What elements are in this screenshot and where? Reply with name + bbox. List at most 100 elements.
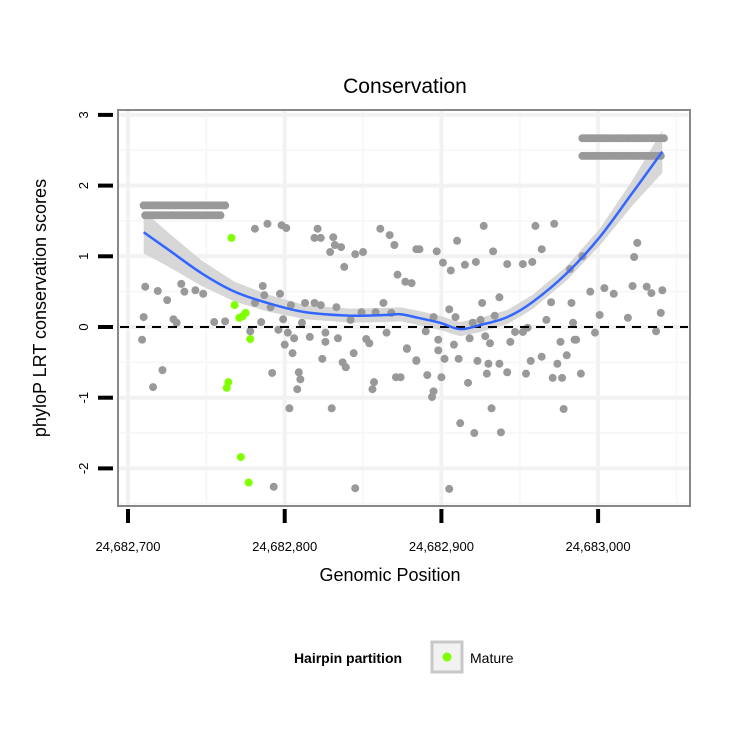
plot-border (117, 109, 691, 507)
data-point-other (329, 233, 338, 242)
data-point-other (349, 349, 358, 358)
data-point-other (275, 289, 284, 298)
data-point-other (365, 339, 374, 348)
data-point-other (250, 224, 259, 233)
data-point-other (138, 335, 147, 344)
data-point-other (401, 277, 410, 286)
data-point-other (290, 334, 299, 343)
data-point-other (318, 354, 327, 363)
data-point-other (412, 356, 421, 365)
data-point-other (559, 405, 568, 414)
data-point-other (402, 344, 411, 353)
data-point-other (451, 313, 460, 322)
data-point-other (282, 224, 291, 233)
data-point-other (623, 313, 632, 322)
data-point-other (341, 363, 350, 372)
data-point-other (407, 279, 416, 288)
data-point-other (427, 392, 436, 401)
data-point-other (390, 240, 399, 249)
data-point-other (656, 308, 665, 317)
data-point-other (379, 298, 388, 307)
data-point-other (260, 291, 269, 300)
x-tick-label: 24,682,700 (95, 539, 160, 554)
data-point-other (576, 369, 585, 378)
data-point-other (465, 334, 474, 343)
data-point-mature (246, 335, 255, 344)
data-point-mature (222, 383, 231, 392)
data-point-other (659, 134, 668, 143)
data-point-mature (227, 233, 236, 242)
data-point-other (652, 327, 661, 336)
data-point-other (293, 385, 302, 394)
y-axis: 3 2 1 0 -1 -2 (76, 111, 113, 474)
data-point-other (163, 296, 172, 305)
data-point-other (310, 233, 319, 242)
data-point-other (340, 262, 349, 271)
data-point-other (321, 328, 330, 337)
data-point-other (393, 270, 402, 279)
data-point-other (558, 373, 567, 382)
data-point-other (263, 219, 272, 228)
data-point-other (506, 337, 515, 346)
data-point-other (453, 236, 462, 245)
data-point-other (257, 318, 266, 327)
x-axis: 24,682,700 24,682,800 24,682,900 24,683,000 (95, 509, 631, 554)
data-point-other (464, 378, 473, 387)
data-point-other (454, 354, 463, 363)
chart-title: Conservation (343, 75, 467, 98)
data-point-other (537, 352, 546, 361)
y-tick-label: -2 (76, 463, 91, 475)
data-point-other (288, 349, 297, 358)
data-point-other (268, 368, 277, 377)
data-point-other (351, 250, 360, 259)
data-point-other (321, 337, 330, 346)
data-point-other (332, 303, 341, 312)
data-point-other (490, 311, 499, 320)
data-point-other (221, 201, 230, 210)
data-point-other (456, 419, 465, 428)
legend: Hairpin partition Mature (294, 640, 514, 674)
data-point-other (346, 315, 355, 324)
data-point-other (141, 282, 150, 291)
data-point-other (449, 340, 458, 349)
data-point-other (468, 318, 477, 327)
data-point-other (199, 289, 208, 298)
data-point-other (528, 257, 537, 266)
data-point-other (246, 327, 255, 336)
data-point-other (570, 335, 579, 344)
data-point-other (482, 369, 491, 378)
data-point-other (310, 298, 319, 307)
data-point-other (642, 282, 651, 291)
data-point-other (446, 266, 455, 275)
legend-title: Hairpin partition (294, 650, 402, 666)
data-point-other (330, 240, 339, 249)
data-point-other (316, 301, 325, 310)
data-point-other (470, 429, 479, 438)
data-point-mature (238, 312, 247, 321)
y-tick-label: 1 (76, 253, 91, 260)
data-point-other (633, 238, 642, 247)
data-point-other (279, 315, 288, 324)
data-point-other (351, 484, 360, 493)
grid (118, 110, 690, 506)
data-point-other (359, 248, 368, 257)
data-point-other (647, 289, 656, 298)
data-point-other (473, 356, 482, 365)
smooth-group (142, 150, 664, 331)
data-point-other (567, 298, 576, 307)
smooth-line (142, 150, 664, 331)
data-point-other (285, 404, 294, 413)
y-tick-label: 3 (76, 111, 91, 118)
data-point-mature (244, 478, 253, 487)
data-point-mature (230, 301, 239, 310)
data-point-other (553, 359, 562, 368)
data-point-other (537, 245, 546, 254)
data-point-other (432, 247, 441, 256)
data-point-other (476, 315, 485, 324)
data-point-other (511, 327, 520, 336)
data-point-other (531, 221, 540, 230)
legend-label-mature: Mature (470, 650, 514, 666)
data-point-other (556, 337, 565, 346)
data-point-other (294, 368, 303, 377)
